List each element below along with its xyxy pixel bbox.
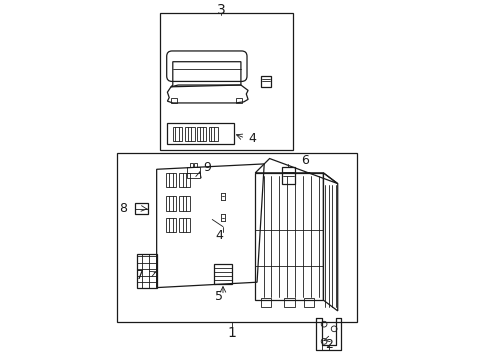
- Bar: [190, 163, 192, 167]
- Bar: [179, 218, 190, 232]
- Bar: [135, 203, 147, 214]
- Bar: [160, 13, 292, 149]
- Bar: [197, 127, 206, 141]
- Bar: [165, 196, 176, 211]
- Bar: [260, 76, 271, 87]
- Text: 5: 5: [215, 290, 223, 303]
- Bar: [214, 264, 231, 284]
- Bar: [260, 298, 271, 307]
- Bar: [137, 253, 156, 288]
- Text: 3: 3: [216, 3, 225, 17]
- Text: 4: 4: [247, 132, 255, 145]
- Text: 7: 7: [136, 269, 144, 282]
- Text: 4: 4: [215, 229, 223, 242]
- Text: 2: 2: [324, 338, 332, 351]
- Bar: [165, 218, 176, 232]
- Text: 6: 6: [301, 154, 309, 167]
- Bar: [172, 127, 182, 141]
- Text: 9: 9: [203, 161, 211, 174]
- Text: 8: 8: [119, 202, 127, 215]
- Bar: [282, 167, 294, 184]
- Bar: [187, 167, 199, 178]
- Text: 1: 1: [227, 327, 236, 341]
- Bar: [179, 173, 190, 187]
- Bar: [255, 173, 323, 300]
- Bar: [194, 163, 197, 167]
- Bar: [167, 123, 233, 144]
- Bar: [235, 98, 242, 103]
- Bar: [185, 127, 194, 141]
- Bar: [284, 298, 294, 307]
- Bar: [303, 298, 314, 307]
- Bar: [179, 196, 190, 211]
- Bar: [165, 173, 176, 187]
- Bar: [117, 153, 357, 321]
- Bar: [171, 98, 177, 103]
- Bar: [208, 127, 218, 141]
